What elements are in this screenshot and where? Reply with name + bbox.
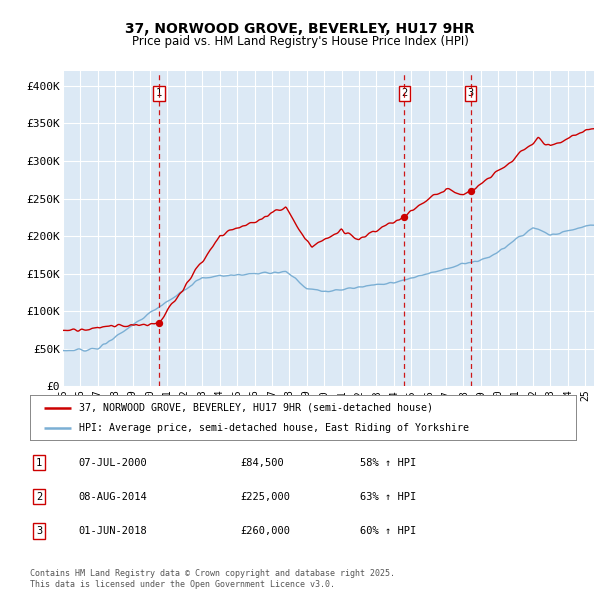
Text: Contains HM Land Registry data © Crown copyright and database right 2025.
This d: Contains HM Land Registry data © Crown c… bbox=[30, 569, 395, 589]
Text: 07-JUL-2000: 07-JUL-2000 bbox=[78, 458, 147, 467]
Text: HPI: Average price, semi-detached house, East Riding of Yorkshire: HPI: Average price, semi-detached house,… bbox=[79, 424, 469, 434]
Text: 2: 2 bbox=[401, 88, 407, 99]
Text: £260,000: £260,000 bbox=[240, 526, 290, 536]
Text: 1: 1 bbox=[36, 458, 42, 467]
Text: Price paid vs. HM Land Registry's House Price Index (HPI): Price paid vs. HM Land Registry's House … bbox=[131, 35, 469, 48]
Point bbox=[400, 212, 409, 222]
Point bbox=[466, 186, 476, 196]
Text: 2: 2 bbox=[36, 492, 42, 502]
Text: 37, NORWOOD GROVE, BEVERLEY, HU17 9HR (semi-detached house): 37, NORWOOD GROVE, BEVERLEY, HU17 9HR (s… bbox=[79, 403, 433, 412]
Text: 3: 3 bbox=[467, 88, 474, 99]
Text: 58% ↑ HPI: 58% ↑ HPI bbox=[360, 458, 416, 467]
Point bbox=[154, 318, 164, 327]
Text: 1: 1 bbox=[156, 88, 162, 99]
Text: 3: 3 bbox=[36, 526, 42, 536]
Text: 37, NORWOOD GROVE, BEVERLEY, HU17 9HR: 37, NORWOOD GROVE, BEVERLEY, HU17 9HR bbox=[125, 22, 475, 37]
Text: £225,000: £225,000 bbox=[240, 492, 290, 502]
Text: 08-AUG-2014: 08-AUG-2014 bbox=[78, 492, 147, 502]
Text: 60% ↑ HPI: 60% ↑ HPI bbox=[360, 526, 416, 536]
Text: 63% ↑ HPI: 63% ↑ HPI bbox=[360, 492, 416, 502]
Text: £84,500: £84,500 bbox=[240, 458, 284, 467]
Text: 01-JUN-2018: 01-JUN-2018 bbox=[78, 526, 147, 536]
